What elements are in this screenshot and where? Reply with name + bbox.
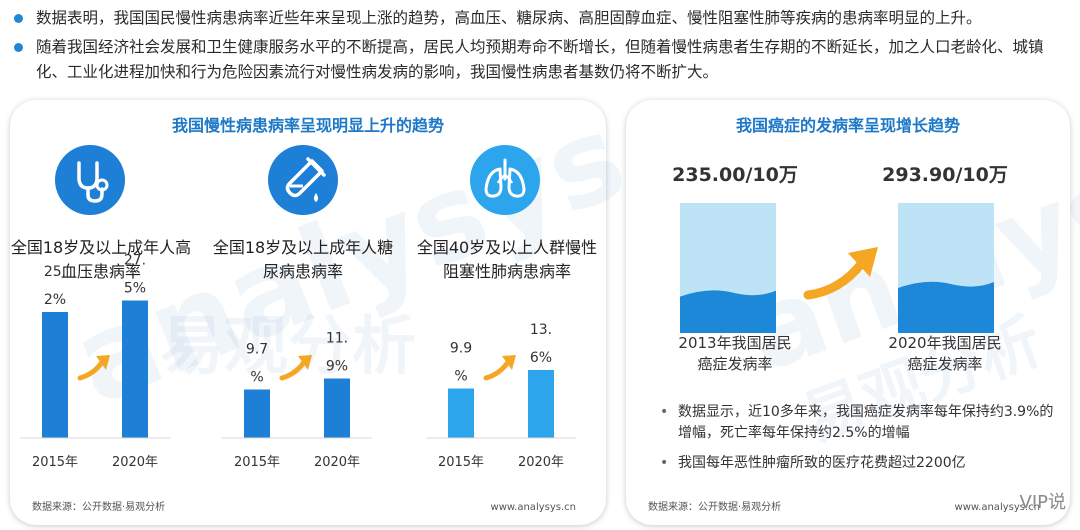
bar-value-label: 9.7 bbox=[246, 342, 268, 358]
source-note: 数据来源：公开数据·易观分析 bbox=[32, 502, 166, 513]
panel-title: 我国慢性病患病率呈现明显上升的趋势 bbox=[171, 116, 444, 135]
tick-label: 2015年 bbox=[234, 455, 280, 470]
intro-bullets: 数据表明，我国国民慢性病患病率近些年来呈现上涨的趋势，高血压、糖尿病、高胆固醇血… bbox=[8, 6, 1072, 85]
vip-watermark: VIP说 bbox=[1019, 492, 1066, 513]
bar-value-label: % bbox=[454, 369, 467, 385]
intro-bullet-text: 随着我国经济社会发展和卫生健康服务水平的不断提高，居民人均预期寿命不断增长，但随… bbox=[36, 38, 1044, 81]
trend-arrow-head-icon bbox=[502, 355, 516, 370]
bullet-dot-icon: • bbox=[660, 404, 669, 420]
trend-arrow-icon bbox=[803, 258, 867, 300]
intro-bullet-text: 数据表明，我国国民慢性病患病率近些年来呈现上涨的趋势，高血压、糖尿病、高胆固醇血… bbox=[36, 9, 982, 27]
bar bbox=[528, 370, 554, 438]
stethoscope-icon bbox=[55, 145, 125, 215]
cancer-category-2020: 2020年我国居民 癌症发病率 bbox=[870, 333, 1020, 375]
bar-value-label: % bbox=[250, 370, 263, 386]
bullet-dot-icon: • bbox=[660, 455, 669, 471]
panel-title: 我国癌症的发病率呈现增长趋势 bbox=[735, 116, 960, 135]
category-line: 癌症发病率 bbox=[907, 355, 983, 373]
diabetes-bar-chart: 9.7% 2015年 11. 9% 2020年 bbox=[222, 331, 372, 470]
bar-value-label: 11. bbox=[326, 331, 348, 347]
test-tube-icon bbox=[268, 145, 338, 215]
trend-arrow-head-icon bbox=[848, 247, 878, 277]
bar-value-label: 9% bbox=[326, 359, 348, 375]
metric-label-diabetes: 全国18岁及以上成年人糖尿病患病率 bbox=[212, 238, 394, 281]
cancer-incidence-chart bbox=[680, 203, 994, 333]
hypertension-bar-chart: 25. 2% 2015年 27. 5% 2020年 bbox=[20, 253, 170, 470]
bar-value-label: 9.9 bbox=[450, 341, 472, 357]
source-note: 数据来源：公开数据·易观分析 bbox=[648, 502, 782, 513]
bar-value-label: 25. bbox=[44, 264, 66, 280]
bar-value-label: 13. bbox=[530, 322, 552, 338]
tick-label: 2020年 bbox=[518, 455, 564, 470]
metric-label-hypertension: 全国18岁及以上成年人高血压患病率 bbox=[10, 238, 192, 281]
cancer-value-2013: 235.00/10万 bbox=[672, 164, 798, 186]
cancer-notes: • 数据显示，近10多年来，我国癌症发病率每年保持约3.9%的增幅，死亡率每年保… bbox=[656, 402, 1056, 474]
bar bbox=[244, 389, 270, 438]
tick-label: 2015年 bbox=[438, 455, 484, 470]
trend-arrow-icon bbox=[279, 359, 307, 381]
bar bbox=[448, 388, 474, 438]
intro-bullet: 数据表明，我国国民慢性病患病率近些年来呈现上涨的趋势，高血压、糖尿病、高胆固醇血… bbox=[8, 6, 1072, 31]
bar bbox=[324, 378, 350, 438]
cancer-category-2013: 2013年我国居民 癌症发病率 bbox=[660, 333, 810, 375]
lungs-icon bbox=[470, 145, 540, 215]
tank-fill bbox=[680, 290, 776, 333]
note-item: • 数据显示，近10多年来，我国癌症发病率每年保持约3.9%的增幅，死亡率每年保… bbox=[656, 402, 1056, 444]
cancer-value-2020: 293.90/10万 bbox=[882, 164, 1008, 186]
tick-label: 2020年 bbox=[112, 455, 158, 470]
site-url: www.analysys.cn bbox=[954, 502, 1040, 513]
trend-arrow-head-icon bbox=[298, 355, 312, 370]
bar-value-label: 6% bbox=[530, 350, 552, 366]
trend-arrow-icon bbox=[483, 359, 511, 381]
bar-value-label: 5% bbox=[124, 281, 146, 297]
bar-value-label: 2% bbox=[44, 292, 66, 308]
tick-label: 2020年 bbox=[314, 455, 360, 470]
bar bbox=[42, 312, 68, 438]
trend-arrow-head-icon bbox=[96, 355, 110, 370]
copd-bar-chart: 9.9% 2015年 13. 6% 2020年 bbox=[426, 322, 576, 470]
note-text: 数据显示，近10多年来，我国癌症发病率每年保持约3.9%的增幅，死亡率每年保持约… bbox=[678, 404, 1054, 441]
site-url: www.analysys.cn bbox=[490, 502, 576, 513]
bar-value-label: 27. bbox=[124, 253, 146, 269]
category-line: 2013年我国居民 bbox=[678, 334, 792, 352]
intro-bullet: 随着我国经济社会发展和卫生健康服务水平的不断提高，居民人均预期寿命不断增长，但随… bbox=[8, 35, 1072, 85]
tank-fill bbox=[898, 281, 994, 333]
bar bbox=[122, 300, 148, 438]
metric-label-copd: 全国40岁及以上人群慢性阻塞性肺病患病率 bbox=[416, 238, 598, 281]
note-item: • 我国每年恶性肿瘤所致的医疗花费超过2200亿 bbox=[656, 453, 1056, 474]
bullet-dot-icon bbox=[14, 14, 23, 23]
bullet-dot-icon bbox=[14, 43, 23, 52]
note-text: 我国每年恶性肿瘤所致的医疗花费超过2200亿 bbox=[678, 455, 966, 471]
category-line: 癌症发病率 bbox=[697, 355, 773, 373]
category-line: 2020年我国居民 bbox=[888, 334, 1002, 352]
trend-arrow-icon bbox=[77, 359, 105, 381]
tick-label: 2015年 bbox=[32, 455, 78, 470]
